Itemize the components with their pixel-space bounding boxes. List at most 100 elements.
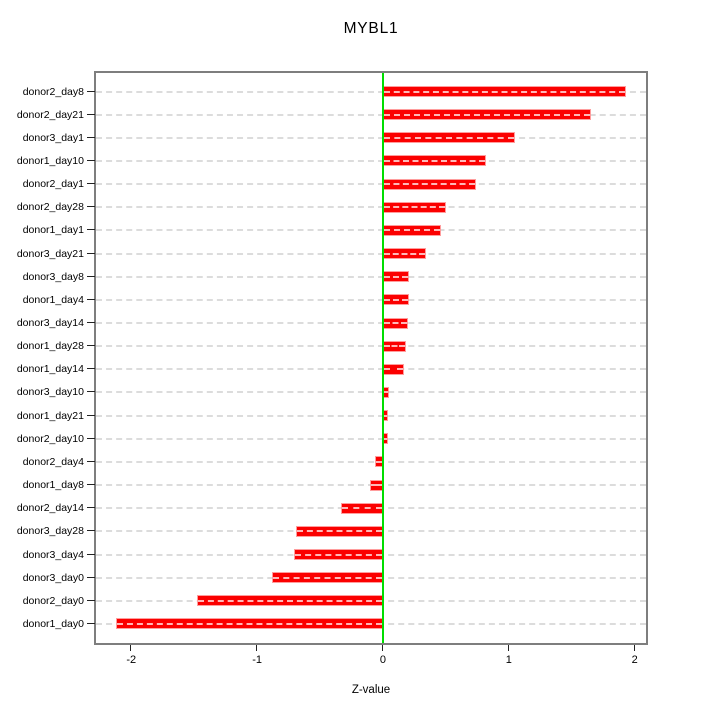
y-axis-label: donor1_day28 bbox=[16, 340, 84, 353]
y-axis-tick bbox=[87, 345, 95, 347]
bar-inner-dash bbox=[383, 136, 515, 139]
bar-inner-dash bbox=[376, 460, 382, 463]
bar-inner-dash bbox=[273, 576, 382, 579]
gridline bbox=[96, 252, 646, 255]
zero-reference-line bbox=[381, 73, 384, 643]
y-axis-tick bbox=[87, 252, 95, 254]
gridline bbox=[96, 229, 646, 232]
bar-inner-dash bbox=[197, 599, 382, 602]
y-axis-tick bbox=[87, 275, 95, 277]
y-axis-tick bbox=[87, 159, 95, 161]
bar-donor2_day8 bbox=[382, 86, 626, 97]
x-axis-tick-label: -1 bbox=[252, 654, 262, 666]
y-axis-tick bbox=[87, 113, 95, 115]
bar-donor2_day21 bbox=[382, 109, 591, 121]
x-axis-tick-label: 0 bbox=[379, 654, 387, 666]
bar-inner-dash bbox=[117, 622, 382, 625]
y-axis-tick bbox=[87, 368, 95, 370]
bar-inner-dash bbox=[371, 484, 382, 487]
y-axis-tick bbox=[87, 229, 95, 231]
gridline bbox=[96, 113, 646, 116]
y-axis-tick bbox=[87, 460, 95, 462]
x-axis-tick-label: -2 bbox=[126, 654, 137, 666]
y-axis-label: donor2_day10 bbox=[16, 432, 84, 445]
gridline bbox=[96, 298, 646, 301]
bar-donor1_day14 bbox=[382, 363, 405, 375]
y-axis-label: donor1_day0 bbox=[22, 617, 84, 630]
bar-donor3_day21 bbox=[382, 248, 426, 260]
bar-inner-dash bbox=[383, 322, 408, 324]
gridline bbox=[96, 322, 646, 324]
bar-inner-dash bbox=[383, 183, 476, 186]
y-axis-label: donor1_day10 bbox=[16, 154, 84, 167]
y-axis-label: donor2_day28 bbox=[16, 201, 84, 214]
bar-donor1_day1 bbox=[382, 224, 441, 236]
y-axis-tick bbox=[87, 90, 95, 92]
y-axis-label: donor3_day1 bbox=[22, 131, 84, 144]
gridline bbox=[96, 391, 646, 394]
y-axis-label: donor2_day21 bbox=[16, 108, 84, 121]
gridline bbox=[96, 159, 646, 162]
bar-donor1_day10 bbox=[382, 155, 487, 167]
bar-donor3_day0 bbox=[272, 572, 383, 584]
gridline bbox=[96, 414, 646, 417]
gridline bbox=[96, 368, 646, 371]
gridline bbox=[96, 183, 646, 186]
bar-donor3_day1 bbox=[382, 132, 516, 144]
y-axis-tick bbox=[87, 576, 95, 578]
bar-inner-dash bbox=[383, 437, 387, 440]
x-axis-tick bbox=[381, 645, 383, 651]
plot-area bbox=[94, 71, 648, 645]
y-axis-label: donor1_day14 bbox=[16, 363, 84, 376]
y-axis-tick bbox=[87, 414, 95, 416]
gridline bbox=[96, 275, 646, 278]
y-axis-tick bbox=[87, 599, 95, 601]
y-axis-tick bbox=[87, 183, 95, 185]
bar-donor3_day14 bbox=[382, 317, 409, 329]
bar-inner-dash bbox=[383, 345, 405, 348]
y-axis-label: donor3_day10 bbox=[16, 386, 84, 399]
x-axis-tick-label: 1 bbox=[505, 654, 512, 666]
bar-inner-dash bbox=[383, 368, 404, 371]
bar-inner-dash bbox=[383, 414, 387, 417]
y-axis-tick bbox=[87, 507, 95, 509]
bar-donor1_day4 bbox=[382, 294, 410, 306]
bar-donor3_day28 bbox=[296, 525, 383, 537]
bar-inner-dash bbox=[342, 507, 382, 510]
bar-donor2_day1 bbox=[382, 178, 477, 190]
y-axis-label: donor3_day14 bbox=[16, 317, 84, 329]
gridline bbox=[96, 460, 646, 463]
x-axis-title: Z-value bbox=[351, 684, 391, 696]
bar-donor2_day0 bbox=[196, 595, 383, 607]
y-axis-label: donor1_day21 bbox=[16, 409, 84, 422]
bar-inner-dash bbox=[383, 229, 440, 232]
bar-inner-dash bbox=[383, 113, 590, 116]
bar-donor3_day4 bbox=[293, 549, 383, 560]
bar-inner-dash bbox=[383, 90, 625, 93]
bar-inner-dash bbox=[383, 275, 409, 278]
y-axis-tick bbox=[87, 553, 95, 555]
bar-inner-dash bbox=[383, 391, 389, 394]
y-axis-label: donor3_day28 bbox=[16, 525, 84, 538]
y-axis-label: donor2_day4 bbox=[22, 455, 84, 468]
x-axis-tick bbox=[130, 645, 132, 651]
y-axis-label: donor1_day1 bbox=[22, 224, 84, 237]
y-axis-label: donor3_day4 bbox=[22, 548, 84, 561]
bar-donor2_day14 bbox=[341, 502, 383, 514]
gridline bbox=[96, 345, 646, 348]
gridline bbox=[96, 437, 646, 440]
x-axis-tick bbox=[633, 645, 635, 651]
gridline bbox=[96, 136, 646, 139]
y-axis-tick bbox=[87, 622, 95, 624]
bar-inner-dash bbox=[383, 206, 445, 209]
y-axis-tick bbox=[87, 530, 95, 532]
bar-inner-dash bbox=[383, 298, 409, 301]
y-axis-label: donor3_day0 bbox=[22, 571, 84, 584]
chart-title: MYBL1 bbox=[343, 20, 399, 37]
y-axis-tick bbox=[87, 206, 95, 208]
bar-donor3_day8 bbox=[382, 271, 410, 283]
bar-donor2_day28 bbox=[382, 201, 446, 213]
gridline bbox=[96, 206, 646, 209]
y-axis-tick bbox=[87, 136, 95, 138]
